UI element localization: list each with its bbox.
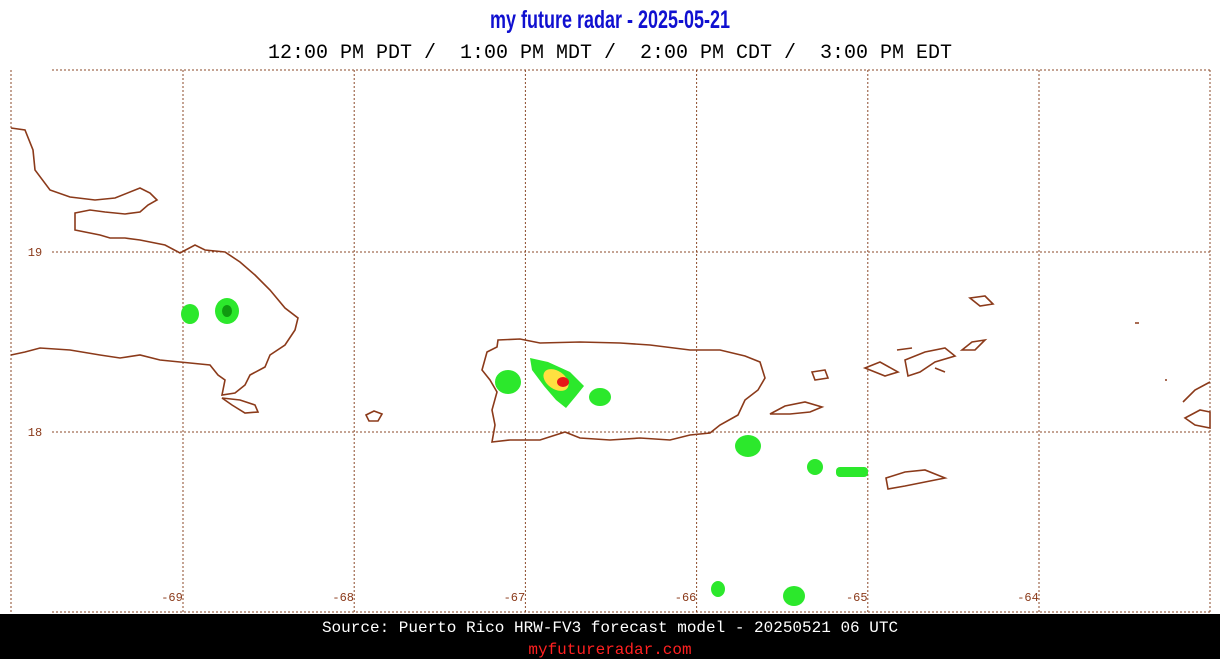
coastlines: [10, 127, 1211, 490]
echo: [836, 467, 868, 477]
hispaniola: [10, 127, 299, 396]
title: my future radar - 2025-05-21: [490, 5, 730, 34]
lat-tick-label: 19: [28, 246, 42, 260]
lon-tick-label: -65: [846, 591, 868, 605]
echo: [783, 586, 805, 606]
time-zones: 12:00 PM PDT / 1:00 PM MDT / 2:00 PM CDT…: [268, 42, 952, 65]
lon-tick-label: -68: [332, 591, 354, 605]
vieques: [769, 401, 825, 415]
st-croix: [885, 469, 948, 490]
lon-tick-label: -66: [675, 591, 697, 605]
echo: [711, 581, 725, 597]
echo: [495, 370, 521, 394]
echo: [222, 305, 232, 317]
lon-tick-label: -64: [1017, 591, 1039, 605]
saona: [221, 397, 260, 414]
radar-echoes: [181, 298, 868, 606]
east-islands: [1135, 322, 1211, 429]
culebra: [810, 369, 830, 381]
source: Source: Puerto Rico HRW-FV3 forecast mod…: [322, 619, 898, 637]
virgin-islands: [862, 295, 995, 378]
puerto-rico: [481, 338, 766, 443]
echo: [735, 435, 761, 457]
site-link[interactable]: myfutureradar.com: [528, 641, 691, 659]
echo: [557, 377, 569, 387]
lat-tick-label: 18: [28, 426, 42, 440]
echo: [181, 304, 199, 324]
lon-tick-label: -69: [161, 591, 183, 605]
echo: [807, 459, 823, 475]
echo: [589, 388, 611, 406]
mona: [364, 410, 384, 422]
footer-bar: [0, 614, 1220, 659]
map-grid: -69 -68 -67 -66 -65 -64 19 18: [10, 69, 1211, 613]
lon-tick-label: -67: [504, 591, 526, 605]
